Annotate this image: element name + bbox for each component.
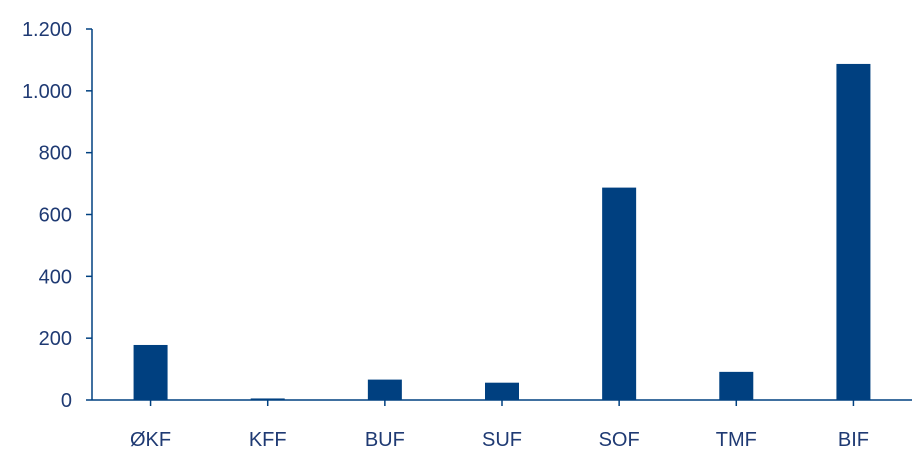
bars xyxy=(133,63,871,401)
x-axis-ticks: ØKF KFF BUF SUF SOF TMF BIF xyxy=(130,400,869,450)
x-tick-label: BIF xyxy=(838,429,869,450)
x-tick-label: ØKF xyxy=(130,429,171,450)
y-tick-label: 0 xyxy=(61,390,72,412)
x-tick-label: SUF xyxy=(482,429,522,450)
x-tick-label: KFF xyxy=(249,429,287,450)
y-tick-label: 800 xyxy=(39,143,72,165)
y-tick-label: 1.000 xyxy=(22,81,72,103)
y-tick-label: 1.200 xyxy=(22,19,72,41)
bar xyxy=(485,382,519,400)
y-tick-label: 600 xyxy=(39,205,72,227)
bar xyxy=(133,344,168,400)
x-tick-label: SOF xyxy=(599,429,640,450)
bar xyxy=(719,371,754,400)
x-tick-label: BUF xyxy=(365,429,405,450)
y-tick-label: 400 xyxy=(39,266,72,288)
y-axis-ticks: 0 200 400 600 800 1.000 1.200 xyxy=(22,19,92,412)
bar xyxy=(367,379,402,400)
y-tick-label: 200 xyxy=(39,328,72,350)
axes xyxy=(91,29,912,401)
bar xyxy=(836,63,871,401)
bar xyxy=(250,398,285,400)
bar xyxy=(602,187,637,400)
x-tick-label: TMF xyxy=(716,429,757,450)
